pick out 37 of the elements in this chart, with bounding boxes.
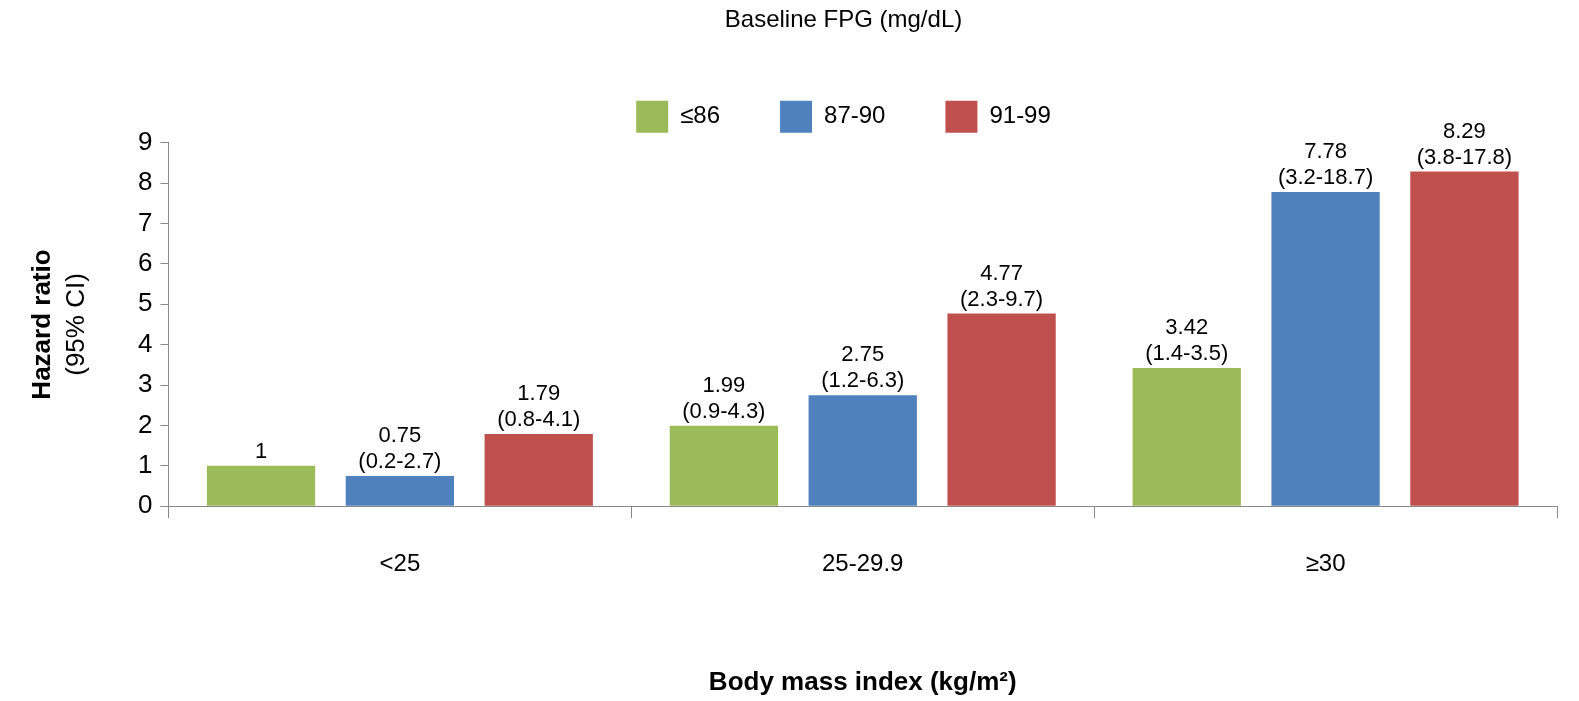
bar: [484, 433, 593, 506]
data-label: 1: [254, 437, 268, 463]
bar: [1132, 368, 1241, 506]
bar: [1271, 192, 1380, 506]
y-tick-label: 5: [137, 287, 153, 318]
y-tick-label: 3: [137, 368, 153, 399]
x-tick-label: ≥30: [1305, 549, 1346, 577]
y-tick-label: 7: [137, 206, 153, 237]
y-tick-label: 0: [137, 489, 153, 520]
y-tick-label: 6: [137, 247, 153, 278]
x-axis-title: Body mass index (kg/m²): [708, 666, 1017, 697]
bar: [669, 425, 779, 506]
x-tick-label: <25: [379, 549, 421, 577]
data-label: 1.99 (0.9-4.3): [682, 371, 766, 423]
legend-label: 87-90: [824, 101, 886, 129]
bar: [345, 475, 455, 506]
y-axis-title: Hazard ratio (95% CI): [26, 249, 91, 400]
data-label: 4.77 (2.3-9.7): [960, 259, 1044, 311]
x-tick-label: 25-29.9: [822, 549, 904, 577]
bar: [947, 313, 1056, 506]
data-label: 2.75 (1.2-6.3): [821, 341, 905, 393]
y-tick-label: 1: [137, 448, 153, 479]
y-tick-label: 4: [137, 327, 153, 358]
data-label: 7.78 (3.2-18.7): [1277, 138, 1374, 190]
legend-title: Baseline FPG (mg/dL): [724, 4, 963, 32]
data-label: 3.42 (1.4-3.5): [1145, 314, 1229, 366]
data-label: 1.79 (0.8-4.1): [497, 379, 581, 431]
data-label: 8.29 (3.8-17.8): [1416, 117, 1513, 169]
y-tick-label: 9: [137, 125, 153, 156]
data-label: 0.75 (0.2-2.7): [358, 421, 442, 473]
y-tick-label: 2: [137, 408, 153, 439]
legend-label: 91-99: [989, 101, 1051, 129]
bar: [1410, 171, 1519, 506]
bar: [808, 395, 917, 506]
y-tick-label: 8: [137, 166, 153, 197]
legend-label: ≤86: [680, 101, 721, 129]
bar: [206, 465, 316, 506]
